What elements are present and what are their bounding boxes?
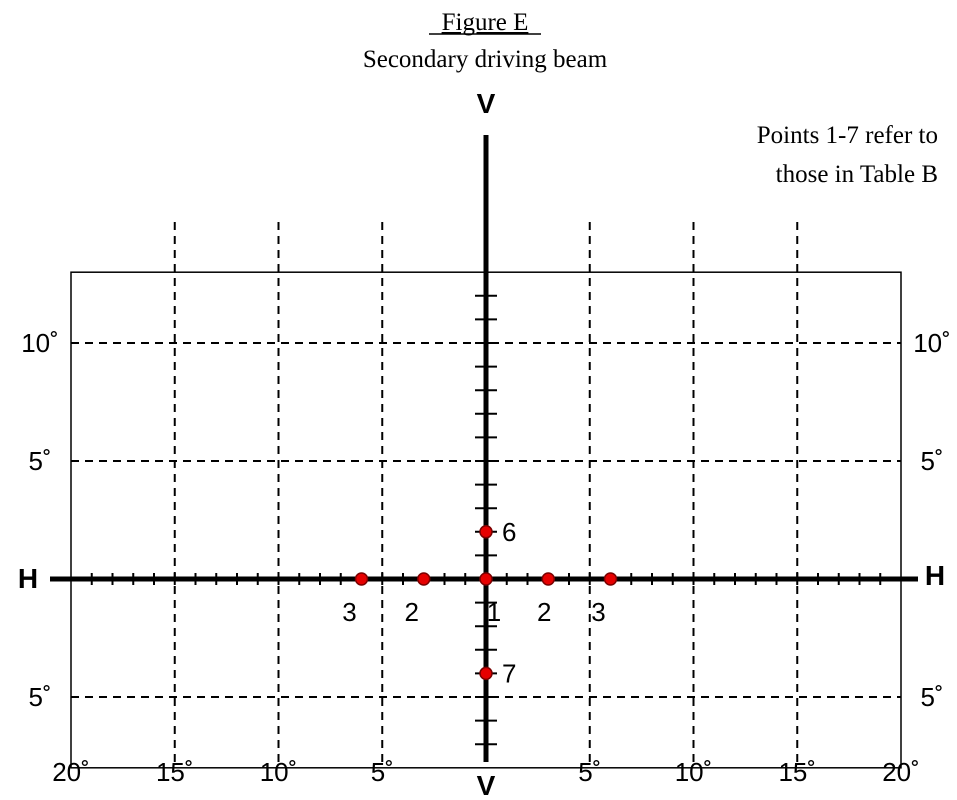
y-degree-label-left: 5˚ [28,446,51,476]
point-3 [354,572,369,586]
point-7 [479,666,493,681]
x-degree-label: 15˚ [156,757,194,787]
point-3 [603,572,618,586]
x-degree-label: 20˚ [882,757,920,787]
h-axis-label-right: H [925,560,945,591]
y-degree-label-right: 10˚ [913,328,951,358]
y-degree-label-left: 5˚ [28,682,51,712]
figure-subtitle: Secondary driving beam [363,46,608,73]
x-degree-label: 15˚ [778,757,816,787]
point-label-1: 1 [487,597,501,627]
x-degree-label: 10˚ [675,757,713,787]
y-degree-label-left: 10˚ [21,328,59,358]
x-degree-label: 5˚ [371,757,394,787]
labels: 20˚ 15˚ 10˚ 5˚ 5˚ 10˚ 15˚ 20˚ 10˚ 10˚ 5˚ 5˚ 5˚ 5˚ 1 2 2 3… [21,328,951,787]
point-label-7: 7 [502,658,516,688]
point-2 [417,572,431,586]
point-label-6: 6 [502,517,516,547]
x-degree-label: 20˚ [52,757,90,787]
point-label-3: 3 [591,597,605,627]
note-line-1: Points 1-7 refer to [757,122,938,149]
note-line-2: those in Table B [776,161,938,188]
point-6 [479,525,493,539]
point-label-2: 2 [537,597,551,627]
point-label-3: 3 [342,597,356,627]
point-1 [479,572,493,586]
v-axis-label-bottom: V [477,770,496,800]
point-2 [541,572,555,586]
y-degree-label-right: 5˚ [920,446,943,476]
x-degree-label: 5˚ [578,757,601,787]
x-degree-label: 10˚ [260,757,298,787]
y-degree-label-right: 5˚ [920,682,943,712]
point-label-2: 2 [405,597,419,627]
grid [70,222,902,769]
data-points [354,525,618,681]
figure-title: Figure E [442,9,529,36]
v-axis-label-top: V [477,88,496,119]
h-axis-label-left: H [18,563,38,594]
